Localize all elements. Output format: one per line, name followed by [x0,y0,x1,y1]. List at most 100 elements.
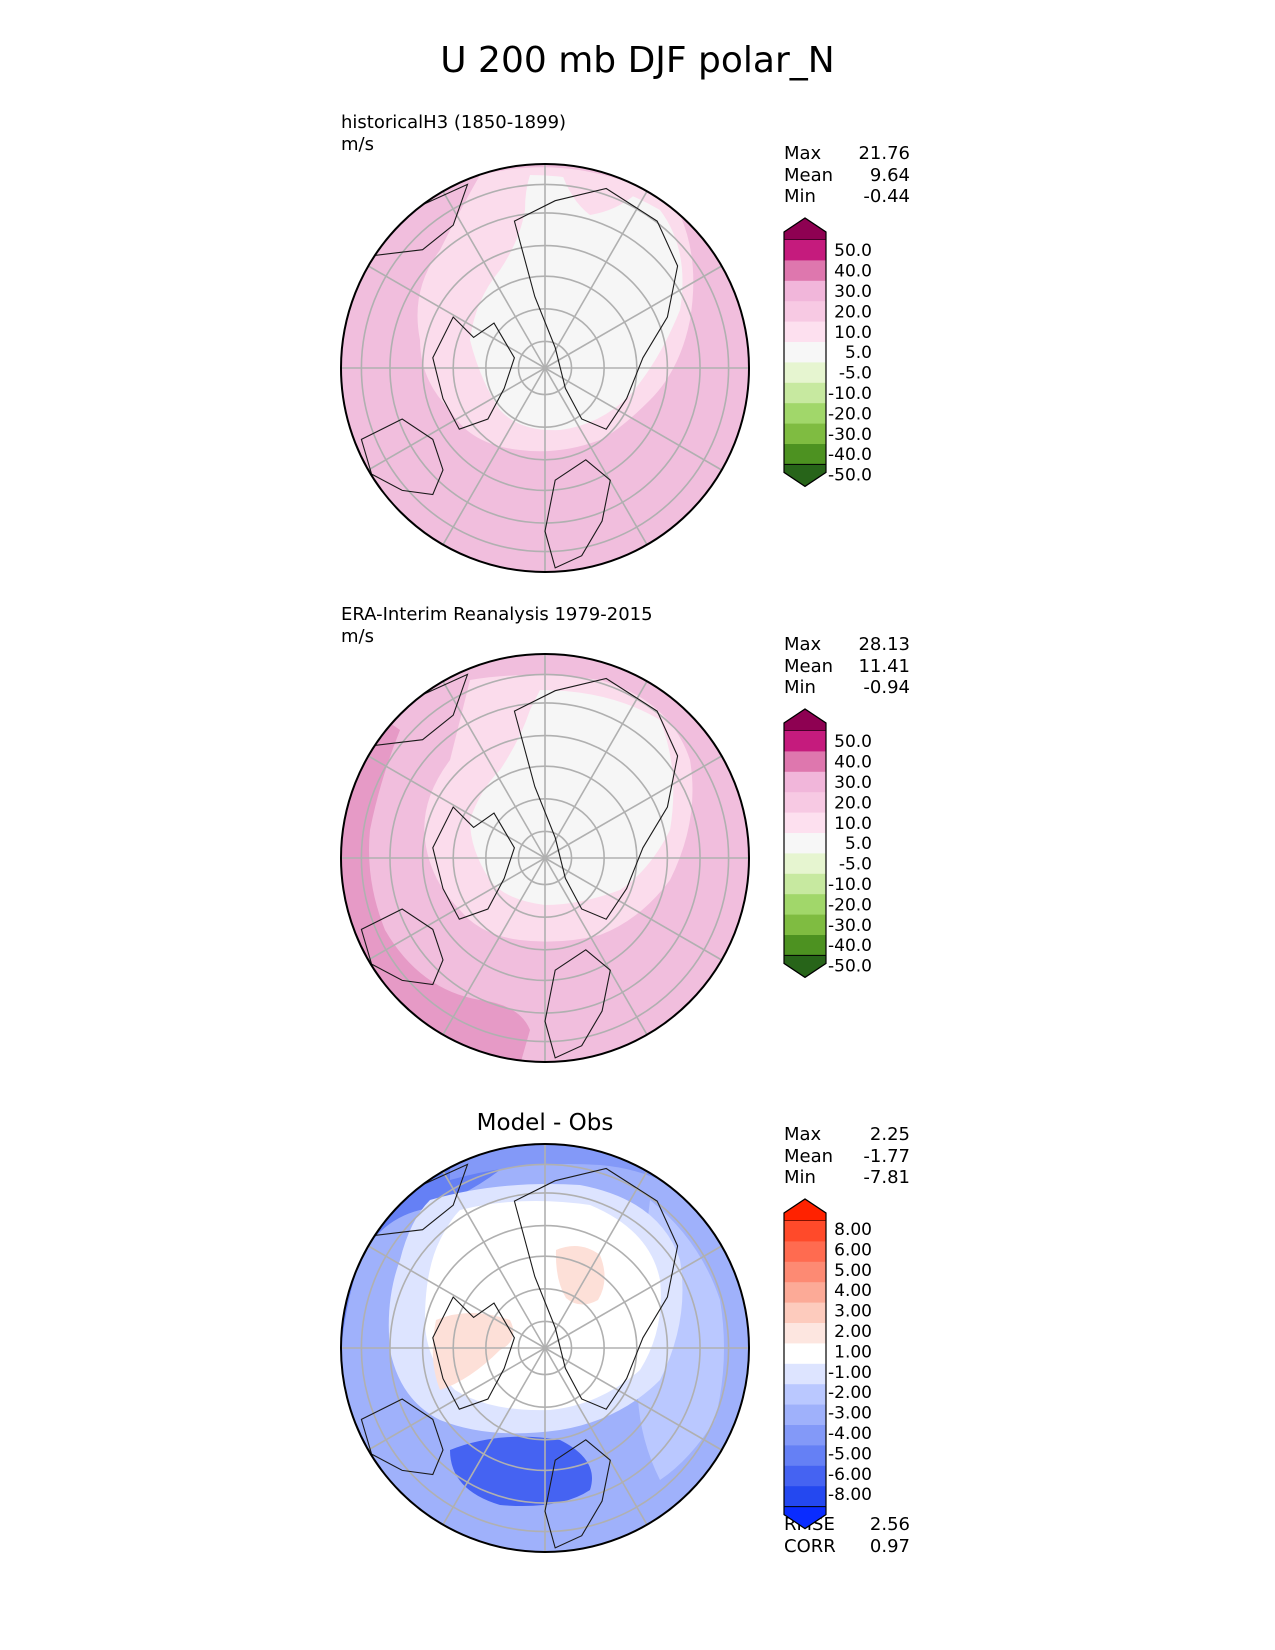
stat-value: -0.44 [863,186,910,207]
colorbar-outline [783,217,827,488]
colorbar-tick-label: 30.0 [834,282,872,302]
colorbar-swatch [784,914,826,936]
colorbar-diff: 8.006.005.004.003.002.001.00-1.00-2.00-3… [783,1198,872,1530]
meridian-line [367,857,546,961]
colorbar-swatch [784,873,826,895]
meridian-line [442,367,546,546]
coastline [360,908,444,986]
stat-value: 2.25 [869,1124,910,1145]
colorbar-tick-label: 5.00 [834,1261,872,1281]
colorbar-swatch [784,1404,826,1426]
panel-1-units: m/s [341,134,374,155]
meridian-line [442,1170,546,1349]
colorbar-tick-label: -40.0 [828,936,872,956]
coastline [544,459,611,569]
colorbar-tick-label: 8.00 [834,1220,872,1240]
stat-label: Mean [784,164,834,186]
colorbar-tick-label: 3.00 [834,1302,872,1322]
coastline [432,1296,516,1410]
colorbar-tick-label: 50.0 [834,732,872,752]
meridian-line [442,857,546,1036]
stat-label: Mean [784,655,834,677]
colorbar-swatch [784,1445,826,1467]
colorbar-swatch [784,342,826,363]
map-obs [341,654,749,1062]
colorbar-tick-label: -30.0 [828,425,872,445]
map-boundary [340,1143,750,1553]
stat-label: Max [784,634,822,655]
stat-value: 11.41 [858,655,910,677]
colorbar-tick-label: -3.00 [828,1404,872,1424]
coastline [432,316,516,430]
colorbar-swatch [784,1425,826,1446]
stat-value: 9.64 [869,164,910,186]
meridian-line [544,755,723,859]
colorbar-tick-label: 10.0 [834,814,872,834]
colorbar-swatch [784,403,826,425]
colorbar-swatch [784,1241,826,1263]
colorbar-tick-label: -6.00 [828,1465,872,1485]
colorbar-swatch [784,1302,826,1324]
colorbar-tick-label: 2.00 [834,1322,872,1342]
coastline [360,1398,444,1476]
colorbar-swatch [784,444,826,465]
map-boundary [340,653,750,1063]
meridian-line [544,265,723,369]
colorbar-swatch [784,362,826,384]
map-boundary [340,163,750,573]
colorbar-outline [783,708,827,979]
colorbar-tick-label: 5.0 [845,834,872,854]
meridian-line [544,190,648,369]
colorbar-tick-label: 10.0 [834,323,872,343]
colorbar-swatch [784,853,826,875]
colorbar-obs: 50.040.030.020.010.05.0-5.0-10.0-20.0-30… [783,708,872,979]
meridian-line [544,1245,723,1349]
colorbar-extend-top [783,708,827,732]
stat-label: Max [784,143,822,164]
colorbar-tick-label: -50.0 [828,957,872,977]
panel-1-label: historicalH3 (1850-1899) [341,112,567,133]
stat-label: Min [784,186,816,207]
colorbar-swatch [784,1261,826,1283]
meridian-line [367,367,546,471]
colorbar-tick-label: -40.0 [828,445,872,465]
colorbar-tick-label: 40.0 [834,262,872,282]
colorbar-tick-label: 20.0 [834,793,872,813]
colorbar-swatch [784,1384,826,1406]
meridian-line [544,367,648,546]
colorbar-tick-label: -1.00 [828,1363,872,1383]
meridian-line [544,680,648,859]
stat-label: CORR [784,1535,836,1557]
colorbar-tick-label: -5.0 [839,364,872,384]
meridian-line [544,1347,723,1451]
figure-title: U 200 mb DJF polar_N [440,40,835,81]
coastline [513,187,679,430]
colorbar-tick-label: -2.00 [828,1383,872,1403]
colorbar-tick-label: 6.00 [834,1240,872,1260]
colorbar-swatch [784,1323,826,1344]
colorbar-tick-label: -50.0 [828,466,872,486]
panel-3-title: Model - Obs [476,1110,614,1136]
stat-value: -1.77 [863,1145,910,1167]
meridian-line [544,1170,648,1349]
colorbar-tick-label: -20.0 [828,895,872,915]
colorbar-swatch [784,1343,826,1365]
colorbar-swatch [784,792,826,814]
colorbar-extend-bottom [783,1506,827,1530]
meridian-line [442,190,546,369]
coastline [432,806,516,920]
colorbar-tick-label: -10.0 [828,384,872,404]
colorbar-tick-label: 5.0 [845,343,872,363]
panel-1-stats: Max 21.76 Mean 9.64 Min -0.44 [784,143,910,208]
colorbar-extend-top [783,217,827,241]
meridian-line [442,1347,546,1526]
panel-3-stats: Max 2.25 Mean -1.77 Min -7.81 [784,1124,910,1189]
stat-label: Min [784,1167,816,1188]
colorbar-swatch [784,382,826,404]
colorbar-swatch [784,771,826,793]
map-overlay-2 [341,654,749,1062]
colorbar-tick-label: -4.00 [828,1424,872,1444]
colorbar-swatch [784,1282,826,1304]
stat-value: 28.13 [858,634,910,655]
colorbar-tick-label: -30.0 [828,916,872,936]
